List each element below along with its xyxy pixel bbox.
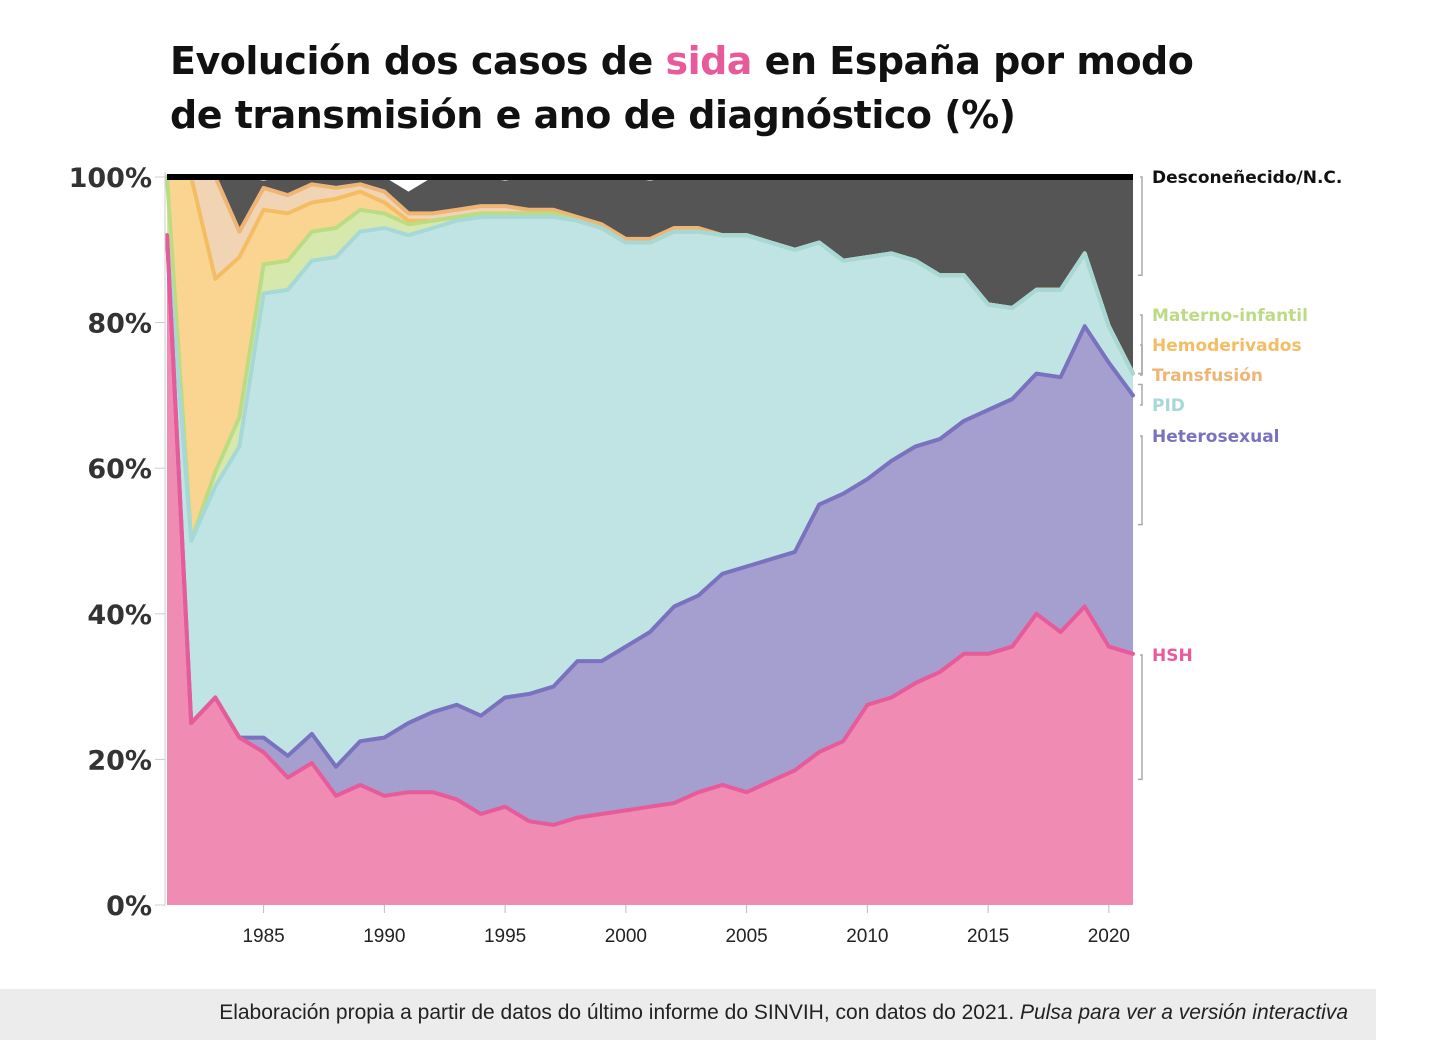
- x-tick-label: 1995: [484, 926, 526, 947]
- area-transfusion: [167, 177, 1133, 374]
- x-tick-label: 1990: [363, 926, 405, 947]
- area-heterosexual: [167, 235, 1133, 825]
- legend-materno-infantil: Materno-infantil: [1152, 306, 1308, 326]
- y-tick-label: 60%: [87, 454, 152, 485]
- x-tick-label: 1985: [242, 926, 284, 947]
- area-desconenecido-n-c: [167, 177, 1133, 374]
- x-tick-label: 2005: [725, 926, 767, 947]
- legend-connector: [1138, 176, 1143, 277]
- y-tick-label: 20%: [87, 745, 152, 776]
- x-axis: 1985 1990 1995 2000 2005 2010 2015 2020: [242, 905, 1130, 947]
- legend-desconenecido-n-c: Desconeñecido/N.C.: [1152, 168, 1342, 188]
- legend-connector: [1138, 383, 1143, 406]
- chart-title: Evolución dos casos de sida en España po…: [170, 34, 1220, 142]
- legend-pid: PID: [1152, 396, 1185, 416]
- legend: Desconeñecido/N.C. Materno-infantil Hemode…: [1138, 168, 1342, 781]
- y-tick-label: 100%: [69, 163, 152, 194]
- legend-connector: [1138, 435, 1143, 526]
- title-highlight: sida: [665, 39, 752, 83]
- y-tick-label: 40%: [87, 600, 152, 631]
- series-lines: [165, 175, 1135, 827]
- title-part2: en España por modo de transmisión e ano …: [170, 39, 1194, 137]
- footer-source: Elaboración propia a partir de datos do …: [219, 1001, 1020, 1024]
- legend-hsh: HSH: [1152, 646, 1193, 666]
- area-pid: [167, 217, 1133, 767]
- footer-text: Elaboración propia a partir de datos do …: [219, 1001, 1348, 1025]
- footer-bar[interactable]: Elaboración propia a partir de datos do …: [0, 989, 1376, 1040]
- legend-connector: [1138, 344, 1143, 375]
- area-layers: [167, 177, 1133, 905]
- line-pid: [165, 215, 1135, 543]
- area-hsh: [167, 235, 1133, 905]
- line-heterosexual: [165, 233, 1135, 769]
- legend-transfusion: Transfusión: [1152, 366, 1263, 386]
- legend-hemoderivados: Hemoderivados: [1152, 336, 1302, 356]
- legend-connector: [1138, 654, 1143, 781]
- x-tick-label: 2010: [846, 926, 888, 947]
- x-tick-label: 2015: [967, 926, 1009, 947]
- footer-link[interactable]: Pulsa para ver a versión interactiva: [1020, 1001, 1348, 1024]
- title-part1: Evolución dos casos de: [170, 39, 666, 83]
- y-tick-label: 0%: [106, 891, 152, 922]
- x-tick-label: 2000: [605, 926, 647, 947]
- legend-heterosexual: Heterosexual: [1152, 427, 1280, 447]
- line-hsh: [165, 233, 1135, 827]
- x-tick-label: 2020: [1088, 926, 1130, 947]
- stacked-area-chart: 0% 20% 40% 60% 80% 100% 1985 1990 1995 2000 2005 2…: [69, 163, 1343, 947]
- legend-connector: [1138, 372, 1143, 376]
- y-axis: 0% 20% 40% 60% 80% 100%: [69, 163, 165, 922]
- y-tick-label: 80%: [87, 309, 152, 340]
